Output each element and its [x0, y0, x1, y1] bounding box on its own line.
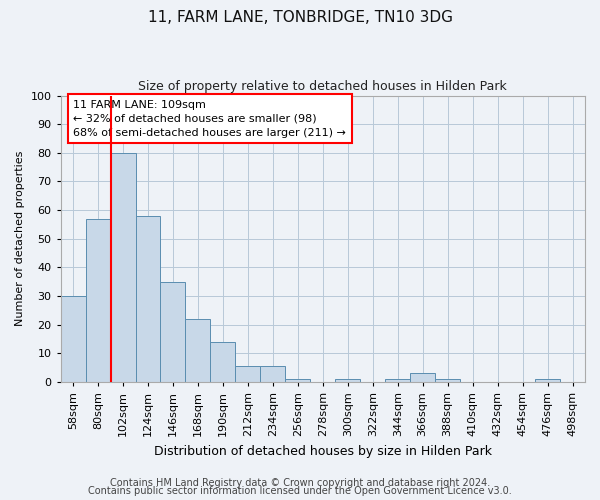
Text: Contains public sector information licensed under the Open Government Licence v3: Contains public sector information licen… [88, 486, 512, 496]
Bar [136, 216, 160, 382]
Bar [410, 374, 435, 382]
Bar [235, 366, 260, 382]
Bar [211, 342, 235, 382]
Bar [535, 379, 560, 382]
Bar [286, 379, 310, 382]
Bar [335, 379, 360, 382]
Bar [61, 296, 86, 382]
Bar [86, 218, 110, 382]
X-axis label: Distribution of detached houses by size in Hilden Park: Distribution of detached houses by size … [154, 444, 492, 458]
Text: 11 FARM LANE: 109sqm
← 32% of detached houses are smaller (98)
68% of semi-detac: 11 FARM LANE: 109sqm ← 32% of detached h… [73, 100, 346, 138]
Bar [385, 379, 410, 382]
Title: Size of property relative to detached houses in Hilden Park: Size of property relative to detached ho… [139, 80, 507, 93]
Bar [260, 366, 286, 382]
Bar [160, 282, 185, 382]
Bar [110, 153, 136, 382]
Y-axis label: Number of detached properties: Number of detached properties [15, 151, 25, 326]
Bar [185, 319, 211, 382]
Bar [435, 379, 460, 382]
Text: 11, FARM LANE, TONBRIDGE, TN10 3DG: 11, FARM LANE, TONBRIDGE, TN10 3DG [148, 10, 452, 25]
Text: Contains HM Land Registry data © Crown copyright and database right 2024.: Contains HM Land Registry data © Crown c… [110, 478, 490, 488]
